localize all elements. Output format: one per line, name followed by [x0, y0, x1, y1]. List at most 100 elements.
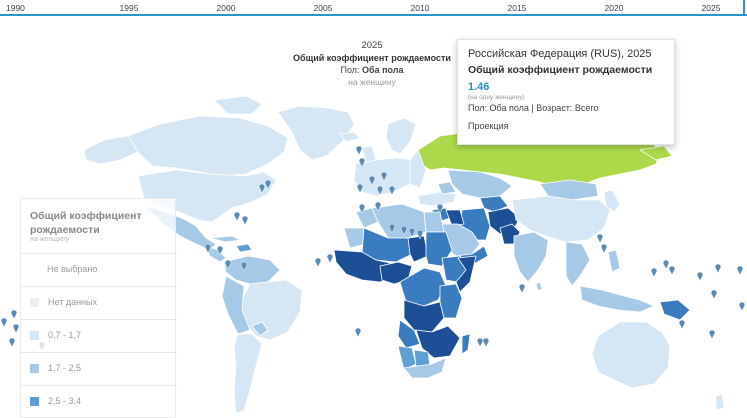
territory-marker-icon[interactable]: [650, 267, 658, 278]
legend-item-not-selected[interactable]: Не выбрано: [21, 253, 177, 286]
territory-marker-icon[interactable]: [314, 257, 322, 268]
territory-marker-icon[interactable]: [380, 171, 388, 182]
territory-marker-icon[interactable]: [678, 319, 686, 330]
region-drc[interactable]: [403, 299, 445, 333]
timeline-tick-2015[interactable]: 2015: [507, 3, 527, 13]
region-botswana[interactable]: [413, 349, 431, 367]
territory-marker-icon[interactable]: [356, 183, 364, 194]
territory-marker-icon[interactable]: [596, 233, 604, 244]
territory-marker-icon[interactable]: [710, 289, 718, 300]
region-peru-bolivia[interactable]: [221, 275, 251, 335]
territory-marker-icon[interactable]: [8, 337, 16, 348]
region-iraq[interactable]: [445, 209, 465, 227]
region-korea-japan[interactable]: [603, 189, 621, 213]
territory-marker-icon[interactable]: [258, 183, 266, 194]
region-australia[interactable]: [591, 321, 671, 389]
region-brazil[interactable]: [239, 279, 303, 341]
region-malaysia-indonesia[interactable]: [579, 285, 655, 313]
territory-marker-icon[interactable]: [355, 145, 363, 156]
timeline-tick-2025[interactable]: 2025: [701, 3, 721, 13]
year-timeline[interactable]: 1990 1995 2000 2005 2010 2015 2020 2025: [0, 0, 747, 16]
territory-marker-icon[interactable]: [10, 309, 18, 320]
region-india[interactable]: [513, 231, 549, 283]
region-caribbean[interactable]: [235, 243, 253, 253]
region-angola[interactable]: [397, 319, 421, 349]
region-papua[interactable]: [659, 299, 691, 321]
timeline-tick-2005[interactable]: 2005: [313, 3, 333, 13]
timeline-handle[interactable]: [743, 0, 745, 16]
region-argentina-chile[interactable]: [233, 333, 263, 415]
territory-marker-icon[interactable]: [436, 203, 444, 214]
territory-marker-icon[interactable]: [204, 243, 212, 254]
territory-marker-icon[interactable]: [416, 229, 424, 240]
territory-marker-icon[interactable]: [662, 259, 670, 270]
territory-marker-icon[interactable]: [216, 245, 224, 256]
region-turkey[interactable]: [417, 191, 457, 207]
map-title: 2025 Общий коэффициент рождаемости Пол: …: [240, 40, 504, 88]
territory-marker-icon[interactable]: [354, 327, 362, 338]
region-zambia-mozambique[interactable]: [415, 325, 461, 359]
territory-marker-icon[interactable]: [388, 223, 396, 234]
region-china[interactable]: [511, 195, 611, 243]
territory-marker-icon[interactable]: [388, 185, 396, 196]
region-greenland[interactable]: [277, 105, 355, 161]
territory-marker-icon[interactable]: [518, 283, 526, 294]
timeline-tick-1995[interactable]: 1995: [119, 3, 139, 13]
region-scandinavia[interactable]: [385, 117, 417, 155]
region-philippines[interactable]: [607, 249, 621, 273]
territory-marker-icon[interactable]: [0, 317, 8, 328]
region-east-africa[interactable]: [439, 283, 463, 319]
territory-marker-icon[interactable]: [708, 329, 716, 340]
territory-marker-icon[interactable]: [408, 227, 416, 238]
territory-marker-icon[interactable]: [240, 261, 248, 272]
territory-marker-icon[interactable]: [224, 259, 232, 270]
legend-item-range-1[interactable]: 0,7 - 1,7: [21, 319, 177, 352]
region-egypt[interactable]: [423, 211, 445, 233]
region-uk[interactable]: [361, 145, 377, 163]
legend-item-no-data[interactable]: Нет данных: [21, 286, 177, 319]
timeline-tick-2020[interactable]: 2020: [604, 3, 624, 13]
legend-item-range-3[interactable]: 2,5 - 3,4: [21, 385, 177, 418]
timeline-tick-1990[interactable]: 1990: [6, 3, 25, 13]
region-sri-lanka[interactable]: [535, 281, 543, 291]
tooltip-projection: Проекция: [468, 121, 509, 131]
territory-marker-icon[interactable]: [326, 253, 334, 264]
timeline-tick-2000[interactable]: 2000: [216, 3, 236, 13]
territory-marker-icon[interactable]: [668, 265, 676, 276]
territory-marker-icon[interactable]: [696, 271, 704, 282]
timeline-tick-2010[interactable]: 2010: [410, 3, 430, 13]
region-central-america[interactable]: [205, 245, 227, 263]
territory-marker-icon[interactable]: [482, 337, 490, 348]
territory-marker-icon[interactable]: [376, 185, 384, 196]
region-chad[interactable]: [407, 235, 429, 263]
region-madagascar[interactable]: [461, 333, 471, 355]
region-canada-arctic[interactable]: [213, 95, 263, 115]
territory-marker-icon[interactable]: [476, 337, 484, 348]
territory-marker-icon[interactable]: [374, 201, 382, 212]
region-chukotka[interactable]: [639, 145, 673, 161]
territory-marker-icon[interactable]: [400, 225, 408, 236]
territory-marker-icon[interactable]: [714, 263, 722, 274]
region-eastern-europe[interactable]: [409, 149, 427, 189]
region-canada[interactable]: [127, 115, 289, 177]
territory-marker-icon[interactable]: [12, 323, 20, 334]
territory-marker-icon[interactable]: [241, 215, 249, 226]
territory-marker-icon[interactable]: [368, 175, 376, 186]
region-paraguay[interactable]: [251, 321, 269, 337]
region-cuba[interactable]: [209, 235, 241, 243]
territory-marker-icon[interactable]: [358, 203, 366, 214]
territory-marker-icon[interactable]: [600, 243, 608, 254]
territory-marker-icon[interactable]: [358, 157, 366, 168]
region-somalia[interactable]: [455, 255, 477, 293]
territory-marker-icon[interactable]: [736, 265, 744, 276]
region-south-africa[interactable]: [403, 357, 447, 379]
region-caucasus[interactable]: [437, 181, 457, 195]
region-new-zealand[interactable]: [715, 393, 725, 411]
legend-item-range-2[interactable]: 1,7 - 2,5: [21, 352, 177, 385]
world-map[interactable]: [0, 90, 747, 418]
territory-marker-icon[interactable]: [264, 179, 272, 190]
territory-marker-icon[interactable]: [738, 301, 746, 312]
region-iceland[interactable]: [339, 131, 361, 143]
region-mainland-sea[interactable]: [565, 241, 591, 287]
territory-marker-icon[interactable]: [233, 211, 241, 222]
